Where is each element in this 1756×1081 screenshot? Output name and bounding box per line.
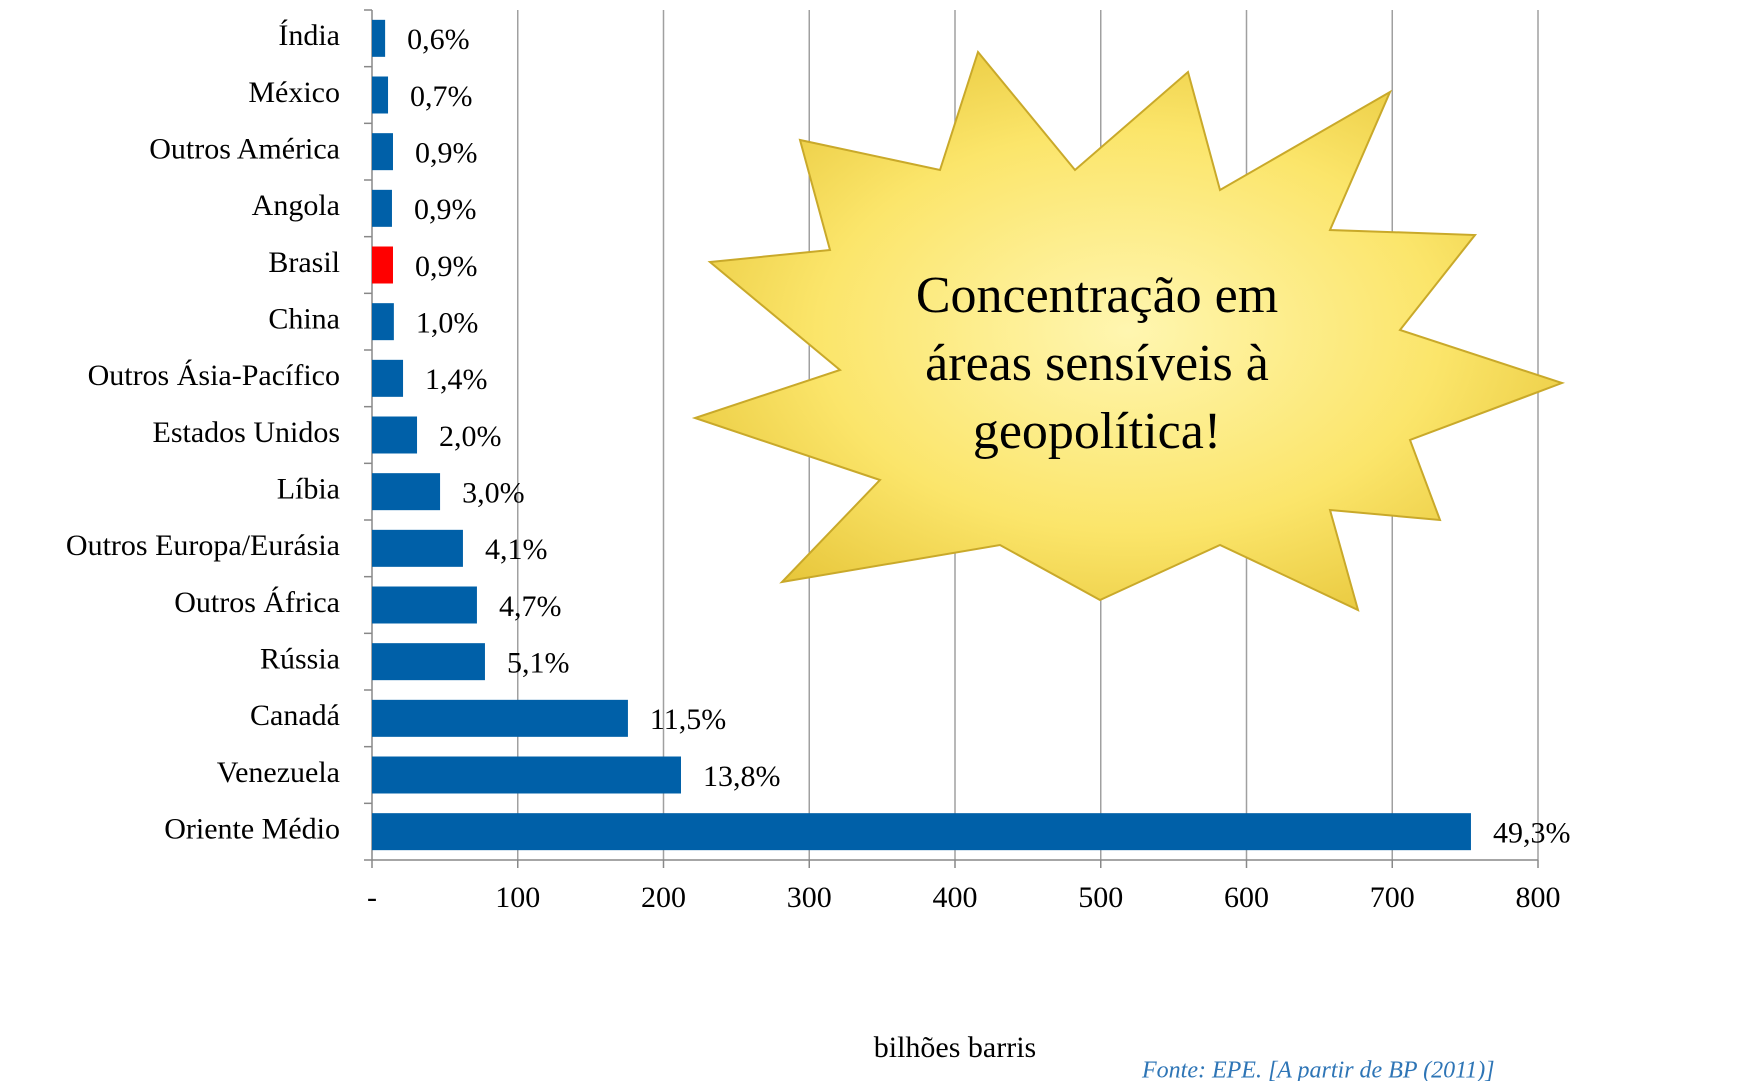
bar <box>372 473 440 510</box>
bar <box>372 587 477 624</box>
x-tick-label: 600 <box>1224 881 1269 914</box>
x-tick-label: 500 <box>1078 881 1123 914</box>
bar <box>372 77 388 114</box>
x-tick-label: 200 <box>641 881 686 914</box>
source-note: Fonte: EPE. [A partir de BP (2011)] <box>1141 1058 1495 1081</box>
x-tick-label: 700 <box>1370 881 1415 914</box>
bar-label: 4,7% <box>499 590 562 623</box>
bar <box>372 303 394 340</box>
callout-line: Concentração em <box>916 267 1278 324</box>
y-tick-label: China <box>268 303 340 336</box>
callout-line: áreas sensíveis à <box>925 335 1269 392</box>
bar <box>372 360 403 397</box>
bar-label: 3,0% <box>462 477 525 510</box>
bar <box>372 813 1471 850</box>
y-tick-label: Angola <box>252 189 340 222</box>
bar <box>372 133 393 170</box>
y-tick-label: Rússia <box>260 643 340 676</box>
x-tick-label: 400 <box>933 881 978 914</box>
y-tick-label: Outros América <box>149 133 340 166</box>
y-tick-label: Estados Unidos <box>153 416 341 449</box>
bar-label: 11,5% <box>650 703 726 736</box>
bar <box>372 247 393 284</box>
x-tick-label: 800 <box>1516 881 1561 914</box>
bar-label: 0,7% <box>410 80 473 113</box>
y-tick-label: Outros África <box>174 586 340 619</box>
y-tick-label: Outros Ásia-Pacífico <box>88 359 340 392</box>
bar-label: 0,9% <box>415 250 478 283</box>
bar-label: 0,9% <box>415 137 478 170</box>
bar-label: 0,6% <box>407 23 470 56</box>
x-tick-label: - <box>367 881 377 914</box>
y-tick-label: Índia <box>278 19 340 52</box>
x-tick-label: 100 <box>495 881 540 914</box>
callout-line: geopolítica! <box>973 403 1221 460</box>
y-tick-label: México <box>248 76 340 109</box>
bar-label: 1,4% <box>425 363 488 396</box>
chart: - 100 200 300 400 500 600 700 800 Índia 0,6% México… <box>0 0 1756 1081</box>
bar <box>372 643 485 680</box>
callout-star <box>695 52 1562 610</box>
y-tick-label: Outros Europa/Eurásia <box>66 529 340 562</box>
bar <box>372 417 417 454</box>
bar-label: 13,8% <box>703 760 781 793</box>
y-tick-label: Líbia <box>277 473 340 506</box>
bar-label: 4,1% <box>485 533 548 566</box>
y-tick-label: Oriente Médio <box>164 813 340 846</box>
y-tick-label: Venezuela <box>217 756 340 789</box>
bar <box>372 700 628 737</box>
x-axis-title: bilhões barris <box>874 1031 1036 1064</box>
bar-label: 1,0% <box>416 307 479 340</box>
bar <box>372 190 392 227</box>
bar-label: 49,3% <box>1493 817 1571 850</box>
y-tick-label: Canadá <box>250 699 340 732</box>
x-tick-label: 300 <box>787 881 832 914</box>
bar-label: 2,0% <box>439 420 502 453</box>
bar <box>372 20 385 57</box>
y-tick-label: Brasil <box>268 246 340 279</box>
bar-label: 0,9% <box>414 193 477 226</box>
bar <box>372 757 681 794</box>
bar <box>372 530 463 567</box>
bar-label: 5,1% <box>507 647 570 680</box>
